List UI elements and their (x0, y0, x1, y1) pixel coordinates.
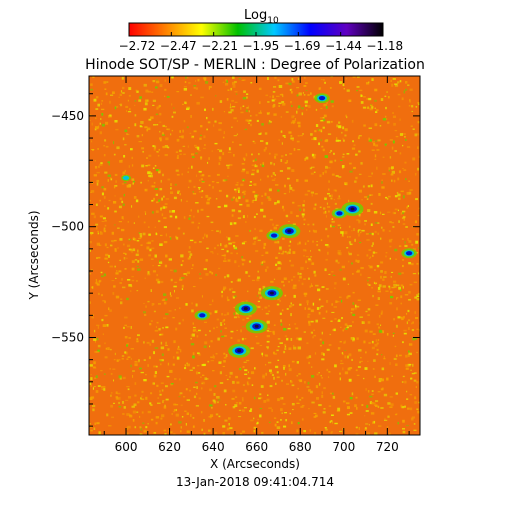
polarization-feature (314, 93, 330, 104)
x-tick-label: 600 (115, 440, 138, 454)
polarization-feature (228, 343, 251, 358)
figure-title: Hinode SOT/SP - MERLIN : Degree of Polar… (85, 57, 425, 73)
polarization-feature (121, 174, 131, 182)
polarization-feature (245, 319, 268, 334)
polarization-feature (266, 230, 282, 241)
polarization-feature (278, 224, 301, 239)
polarization-feature (401, 248, 417, 259)
heatmap-image (89, 76, 420, 435)
x-tick-label: 640 (202, 440, 225, 454)
timestamp: 13-Jan-2018 09:41:04.714 (176, 475, 334, 489)
x-axis-label: X (Arcseconds) (210, 457, 300, 471)
heatmap-texture (89, 76, 420, 435)
colorbar-title: Log10 (244, 8, 279, 26)
polarization-feature (194, 310, 210, 321)
colorbar-tick-label: −2.47 (160, 39, 197, 53)
x-tick-label: 680 (289, 440, 312, 454)
colorbar-tick-label: −2.21 (201, 39, 238, 53)
y-tick-label: −450 (51, 109, 84, 123)
colorbar-tick-label: −1.95 (243, 39, 280, 53)
colorbar-tick-label: −1.69 (284, 39, 321, 53)
y-axis-label: Y (Arcseconds) (27, 210, 41, 300)
polarization-feature (331, 208, 348, 219)
heatmap-features (121, 93, 417, 358)
colorbar-title-main: Log (244, 8, 267, 23)
colorbar-tick-label: −1.44 (325, 39, 362, 53)
colorbar-tick-label: −1.18 (366, 39, 403, 53)
heatmap-background (89, 76, 420, 435)
colorbar-ticks: −2.72 −2.47 −2.21 −1.95 −1.69 −1.44 −1.18 (119, 32, 403, 53)
x-tick-label: 620 (158, 440, 181, 454)
colorbar-title-sub: 10 (267, 16, 279, 26)
x-tick-label: 700 (332, 440, 355, 454)
polarization-feature (341, 201, 364, 216)
y-tick-label: −550 (51, 330, 84, 344)
plot-frame (88, 75, 421, 436)
x-tick-label: 720 (376, 440, 399, 454)
polarization-feature (234, 301, 257, 316)
x-axis: 600 620 640 660 680 700 720 (103, 76, 410, 454)
x-tick-label: 660 (245, 440, 268, 454)
colorbar-tick-label: −2.72 (119, 39, 156, 53)
polarization-feature (260, 286, 283, 301)
y-axis: −450 −500 −550 (51, 93, 420, 427)
y-tick-label: −500 (51, 220, 84, 234)
